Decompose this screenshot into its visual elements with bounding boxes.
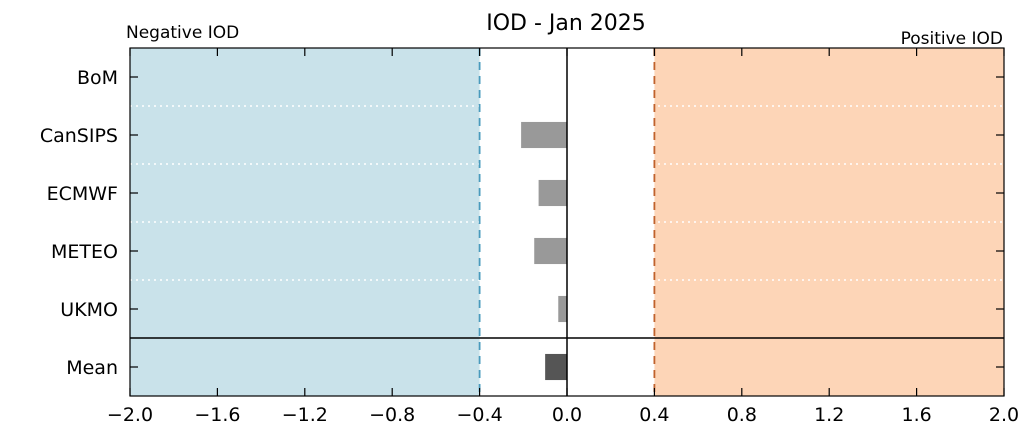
y-tick-label: BoM <box>77 67 118 89</box>
x-tick-label: −0.8 <box>369 404 415 425</box>
bar-ecmwf <box>538 179 567 207</box>
y-tick-label: CanSIPS <box>40 125 118 147</box>
bar-cansips <box>521 121 567 149</box>
bars <box>521 121 567 381</box>
mean-bar <box>545 353 567 381</box>
chart-title: IOD - Jan 2025 <box>486 11 646 36</box>
y-tick-label: METEO <box>51 241 118 263</box>
bar-meteo <box>534 237 567 265</box>
negative-iod-label: Negative IOD <box>126 23 239 43</box>
x-tick-label: −0.4 <box>457 404 503 425</box>
x-tick-label: 1.6 <box>901 404 931 425</box>
threshold-lines <box>478 48 656 396</box>
x-tick-label: 0.8 <box>727 404 757 425</box>
positive-iod-label: Positive IOD <box>901 29 1003 49</box>
x-tick-label: −1.6 <box>194 404 240 425</box>
y-tick-label: Mean <box>66 357 118 379</box>
y-axis: BoM CanSIPS ECMWF METEO UKMO Mean <box>40 67 1004 379</box>
bar-ukmo <box>558 295 567 323</box>
x-tick-label: −1.2 <box>282 404 328 425</box>
x-tick-label: 0.0 <box>552 404 582 425</box>
y-tick-label: UKMO <box>60 299 118 321</box>
grid-lines <box>130 105 1004 281</box>
x-tick-label: −2.0 <box>107 404 153 425</box>
x-tick-label: 2.0 <box>989 404 1019 425</box>
x-tick-label: 0.4 <box>639 404 669 425</box>
y-tick-label: ECMWF <box>47 183 118 205</box>
x-tick-label: 1.2 <box>814 404 844 425</box>
x-axis: −2.0 −1.6 −1.2 −0.8 −0.4 0.0 0.4 0.8 1.2 1.6 2.0 <box>107 48 1019 425</box>
